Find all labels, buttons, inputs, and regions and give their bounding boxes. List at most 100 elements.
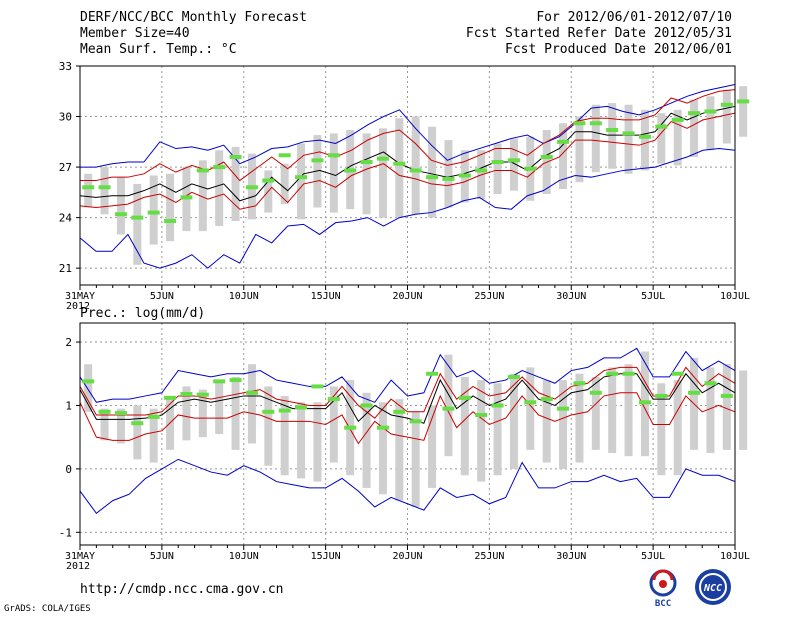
temp-range-bar — [100, 167, 109, 215]
prec-range-bar — [313, 402, 322, 482]
prec-obs-marker — [114, 411, 127, 416]
temp-range-bar — [722, 89, 731, 144]
temp-range-bar — [706, 96, 715, 151]
prec-obs-marker — [573, 381, 586, 386]
prec-range-bar — [428, 405, 437, 488]
prec-range-bar — [247, 364, 256, 444]
prec-panel: -1 0 1 2 31MAY 5JUN 10JUN 15JUN 20JUN 25JUN 30JUN 5… — [59, 306, 750, 572]
chart-title: DERF/NCC/BCC Monthly Forecast — [80, 10, 307, 25]
temp-range-bar — [411, 116, 420, 215]
prec-range-bar — [657, 383, 666, 476]
temp-obs-marker — [606, 128, 619, 133]
prec-range-bar — [722, 364, 731, 450]
temp-upper-line — [80, 89, 736, 182]
prec-ytick-label: -1 — [59, 526, 72, 539]
prec-range-bar — [362, 392, 371, 488]
prec-xtick-label: 5JUN — [150, 551, 174, 562]
prec-obs-marker — [164, 395, 177, 400]
temp-obs-marker — [262, 178, 275, 183]
temp-obs-marker — [589, 121, 602, 126]
source-url[interactable]: http://cmdp.ncc.cma.gov.cn — [80, 582, 284, 597]
temp-xtick-label: 5JUL — [641, 291, 665, 302]
temp-lower-line — [79, 112, 736, 210]
temp-obs-marker — [704, 109, 717, 114]
member-size: Member Size=40 — [80, 26, 190, 41]
prec-obs-marker — [131, 421, 144, 426]
prec-range-bar — [591, 376, 600, 450]
prec-range-bar — [673, 380, 682, 476]
prec-obs-marker — [229, 378, 242, 383]
temp-obs-marker — [573, 121, 586, 126]
prec-lower-line — [79, 392, 736, 445]
prec-obs-marker — [589, 390, 602, 395]
bcc-logo-icon: BCC — [649, 569, 677, 608]
prec-xtick-label: 5JUL — [641, 551, 665, 562]
temp-obs-marker — [213, 165, 226, 170]
prec-obs-marker — [720, 393, 733, 398]
prec-xtick-label: 30JUN — [556, 551, 586, 562]
temp-range-bar — [116, 177, 125, 235]
temp-range-bar — [231, 146, 240, 221]
temp-obs-marker — [540, 154, 553, 159]
temp-range-bar — [395, 118, 404, 218]
temp-obs-marker — [688, 111, 701, 116]
temp-obs-marker — [114, 212, 127, 217]
temp-range-bar — [509, 138, 518, 191]
temp-range-bar — [297, 143, 306, 220]
temp-range-bar — [657, 113, 666, 164]
temp-obs-marker — [327, 153, 340, 158]
prec-range-bar — [608, 367, 617, 454]
prec-obs-marker — [196, 392, 209, 397]
prec-xtick-label: 10JUL — [720, 551, 750, 562]
temp-ytick-label: 21 — [59, 262, 72, 275]
temp-obs-marker — [458, 173, 471, 178]
prec-range-bar — [182, 386, 191, 441]
temp-obs-marker — [393, 161, 406, 166]
temp-ytick-label: 27 — [59, 161, 72, 174]
prec-obs-marker — [606, 371, 619, 376]
temp-range-bar — [149, 175, 158, 245]
prec-range-bar — [100, 408, 109, 441]
temp-range-bar — [166, 173, 175, 242]
prec-range-bar — [198, 389, 207, 438]
temp-xtick-label: 10JUL — [720, 291, 750, 302]
temp-obs-marker — [131, 215, 144, 220]
prec-obs-marker — [295, 405, 308, 410]
temp-obs-marker — [737, 99, 750, 104]
temp-xtick-label: 5JUN — [150, 291, 174, 302]
temp-range-bar — [559, 123, 568, 189]
prec-obs-marker — [245, 390, 258, 395]
prec-min-line — [79, 458, 736, 514]
header-left: DERF/NCC/BCC Monthly Forecast Member Siz… — [80, 10, 307, 58]
prec-range-bar — [526, 367, 535, 450]
prec-range-bar — [477, 380, 486, 482]
temp-obs-marker — [229, 154, 242, 159]
temp-range-bar — [640, 109, 649, 171]
prec-range-bar — [84, 364, 93, 412]
prec-obs-marker — [409, 419, 422, 424]
prec-range-bar — [133, 405, 142, 460]
temp-ytick-label: 33 — [59, 60, 72, 73]
temp-range-bar — [739, 86, 748, 137]
temp-xtick-label: 25JUN — [474, 291, 504, 302]
prec-range-bar — [395, 399, 404, 501]
temp-range-bar — [198, 160, 207, 232]
temp-obs-marker — [557, 139, 570, 144]
temp-obs-marker — [638, 134, 651, 139]
prec-obs-marker — [491, 403, 504, 408]
prec-obs-marker — [278, 408, 291, 413]
temp-range-bar — [133, 183, 142, 265]
temp-obs-marker — [507, 158, 520, 163]
prec-xtick-year: 2012 — [66, 561, 90, 572]
temp-obs-marker — [671, 117, 684, 122]
prec-range-bar — [706, 367, 715, 454]
prec-xtick-label: 25JUN — [474, 551, 504, 562]
prec-obs-marker — [376, 425, 389, 430]
prec-obs-marker — [622, 371, 635, 376]
temp-obs-marker — [98, 185, 111, 190]
temp-ytick-label: 24 — [59, 212, 73, 225]
temp-obs-marker — [180, 195, 193, 200]
prec-range-bar — [297, 402, 306, 479]
prec-range-bar — [116, 408, 125, 444]
temp-max-line — [80, 84, 736, 168]
